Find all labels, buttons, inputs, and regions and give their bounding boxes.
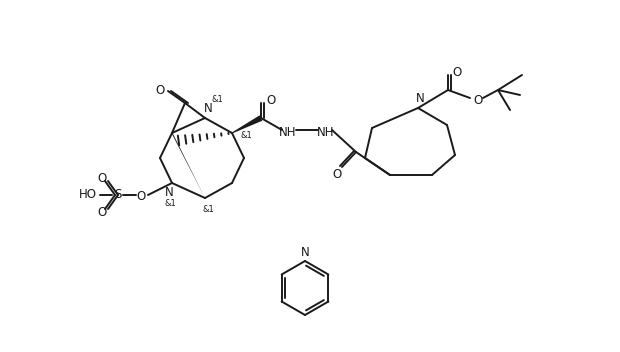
- Text: O: O: [136, 189, 146, 202]
- Text: O: O: [332, 169, 342, 182]
- Polygon shape: [172, 133, 205, 198]
- Text: NH: NH: [279, 126, 297, 139]
- Text: N: N: [203, 101, 213, 114]
- Text: N: N: [301, 246, 309, 259]
- Text: S: S: [114, 189, 122, 201]
- Text: O: O: [474, 94, 482, 107]
- Text: HO: HO: [79, 189, 97, 201]
- Text: O: O: [267, 94, 276, 107]
- Text: N: N: [415, 93, 424, 106]
- Text: &1: &1: [202, 206, 214, 214]
- Text: &1: &1: [164, 199, 176, 207]
- Text: O: O: [97, 171, 107, 184]
- Text: N: N: [165, 187, 174, 200]
- Text: O: O: [156, 84, 165, 98]
- Text: &1: &1: [211, 95, 223, 105]
- Text: O: O: [453, 67, 462, 80]
- Text: O: O: [97, 206, 107, 219]
- Polygon shape: [232, 115, 262, 133]
- Text: &1: &1: [240, 131, 252, 139]
- Text: NH: NH: [317, 126, 335, 138]
